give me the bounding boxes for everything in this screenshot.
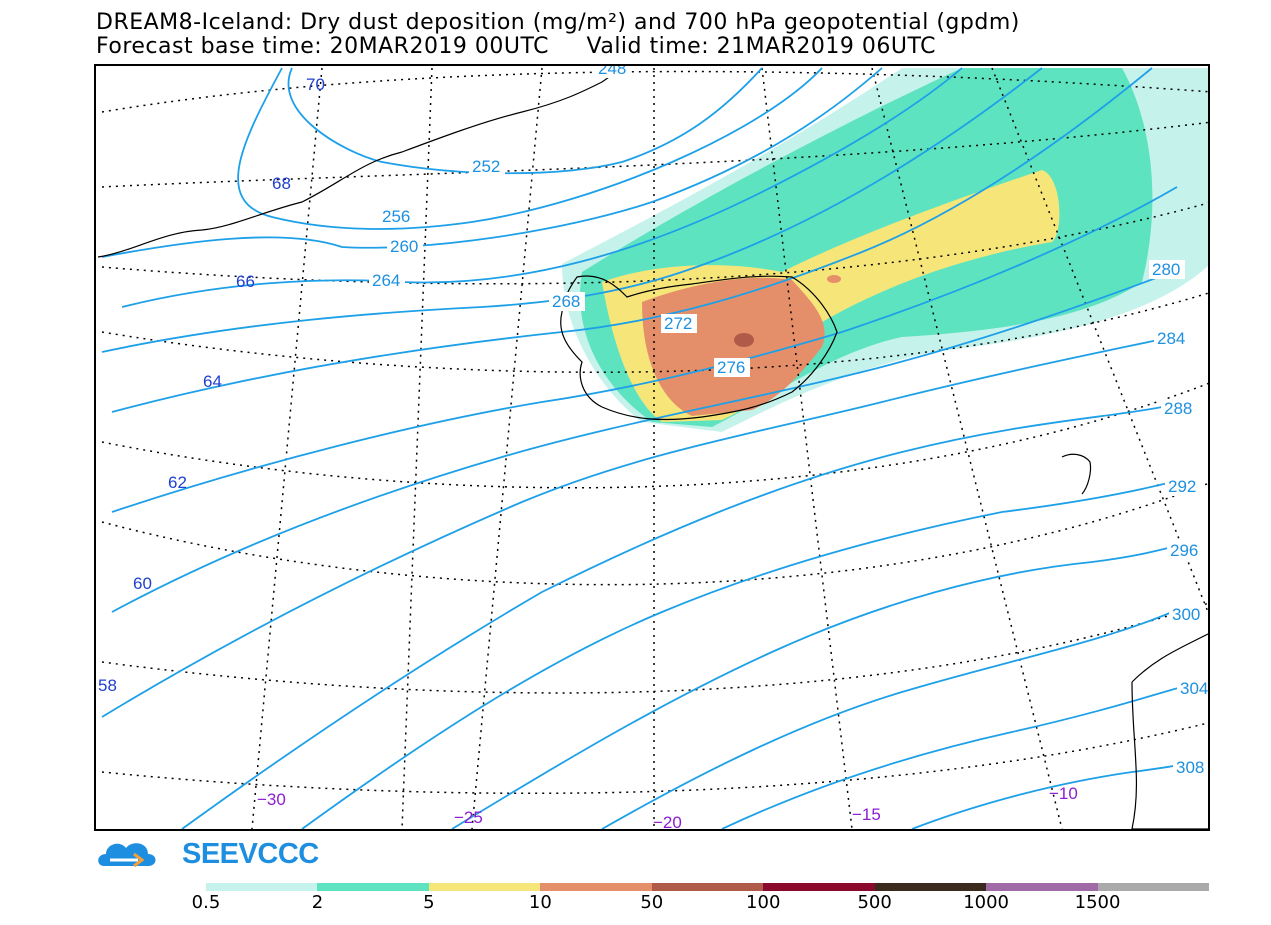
geopotential-label: 280 [1152,260,1180,279]
colorbar-tick-label: 0.5 [191,892,221,913]
norway-coast [1131,633,1208,829]
geopotential-label: 284 [1157,329,1185,348]
colorbar-tick-label: 50 [640,892,664,913]
label-background [1161,399,1197,418]
map-title: DREAM8-Iceland: Dry dust deposition (mg/… [96,10,1020,35]
label-background [379,207,415,226]
colorbar-swatch [651,883,764,891]
label-background [1169,605,1205,624]
contour-line [111,67,1153,413]
label-background [369,271,405,290]
logo-text: SEEVCCC [182,838,319,870]
dust-band-10 [642,277,825,416]
faroe-coast [1061,453,1092,495]
colorbar-swatch [317,883,429,891]
dust-band-10-spot [827,275,841,283]
geopotential-label: 304 [1180,679,1208,698]
latitude-label: 70 [306,75,325,94]
valid-time: Valid time: 21MAR2019 06UTC [586,34,937,59]
label-background [1167,541,1203,560]
label-background [1154,329,1190,348]
colorbar [206,883,1209,891]
label-background [714,358,750,377]
colorbar-tick-label: 1000 [963,892,1010,913]
map-panel: 70 68 66 64 62 60 58 −30 −25 −20 −15 −10 252 256 260 26… [94,64,1210,831]
contour-line [101,67,1043,353]
time-info: Forecast base time: 20MAR2019 00UTC Vali… [96,36,936,58]
colorbar-swatch [428,883,541,891]
colorbar-tick-label: 2 [311,892,324,913]
longitude-label: −15 [852,805,881,824]
coastlines [97,67,1208,829]
colorbar-swatch [986,883,1098,891]
geopotential-label: 296 [1170,541,1198,560]
label-background [661,314,697,333]
contour-line [111,271,1173,613]
geopotential-contours [101,67,1208,829]
map-labels: 70 68 66 64 62 60 58 −30 −25 −20 −15 −10 252 256 260 26… [98,66,1208,829]
geopotential-label: 256 [382,207,410,226]
contour-line [237,67,823,230]
colorbar-tick-label: 100 [746,892,781,913]
contour-line [301,481,1173,829]
longitude-label: −10 [1049,784,1078,803]
colorbar-tick-label: 5 [423,892,435,913]
colorbar-swatch [874,883,987,891]
dust-deposition-field [562,68,1208,432]
forecast-base-time: Forecast base time: 20MAR2019 00UTC [96,34,550,59]
latitude-label: 66 [236,272,255,291]
latitude-label: 60 [133,574,152,593]
greenland-coast [97,67,623,258]
geopotential-label: 300 [1172,605,1200,624]
geopotential-label: 276 [717,358,745,377]
label-background [1177,679,1208,698]
geopotential-label: 260 [390,237,418,256]
contour-line [451,546,1173,829]
colorbar-swatch [540,883,652,891]
geopotential-label: 292 [1168,477,1196,496]
label-background [1149,260,1185,279]
latitude-label: 58 [98,676,117,695]
map-canvas: 70 68 66 64 62 60 58 −30 −25 −20 −15 −10 252 256 260 26… [97,66,1208,829]
colorbar-tick-label: 10 [528,892,552,913]
contour-line [111,186,1178,513]
iceland-coast [560,275,838,421]
label-background [549,292,585,311]
geopotential-label: 264 [372,271,400,290]
longitude-label: −30 [257,790,286,809]
geopotential-label: 252 [472,157,500,176]
colorbar-swatch [206,883,318,891]
geopotential-label: 272 [664,314,692,333]
contour-line [601,611,1173,829]
contour-line [121,67,963,308]
geopotential-label: 288 [1164,399,1192,418]
contour-line [101,336,1173,718]
label-background [1173,758,1208,777]
contour-line [101,67,883,258]
colorbar-tick-label: 500 [857,892,892,913]
dust-band-50 [734,333,754,347]
colorbar-swatch [763,883,875,891]
latitude-label: 62 [168,473,187,492]
contour-line [287,67,763,175]
geopotential-label: 248 [598,66,626,78]
label-background [469,157,505,176]
longitude-label: −25 [454,808,483,827]
geopotential-label: 268 [552,292,580,311]
label-background [1165,477,1201,496]
latitude-label: 68 [272,174,291,193]
longitude-label: −20 [653,813,682,829]
cloud-logo-icon [98,843,156,868]
contour-line [181,406,1163,829]
colorbar-tick-label: 1500 [1074,892,1121,913]
label-background [595,66,631,78]
colorbar-swatch [1097,883,1209,891]
label-background [387,237,423,256]
latitude-label: 64 [203,372,222,391]
contour-line [721,686,1183,829]
geopotential-label: 308 [1176,758,1204,777]
